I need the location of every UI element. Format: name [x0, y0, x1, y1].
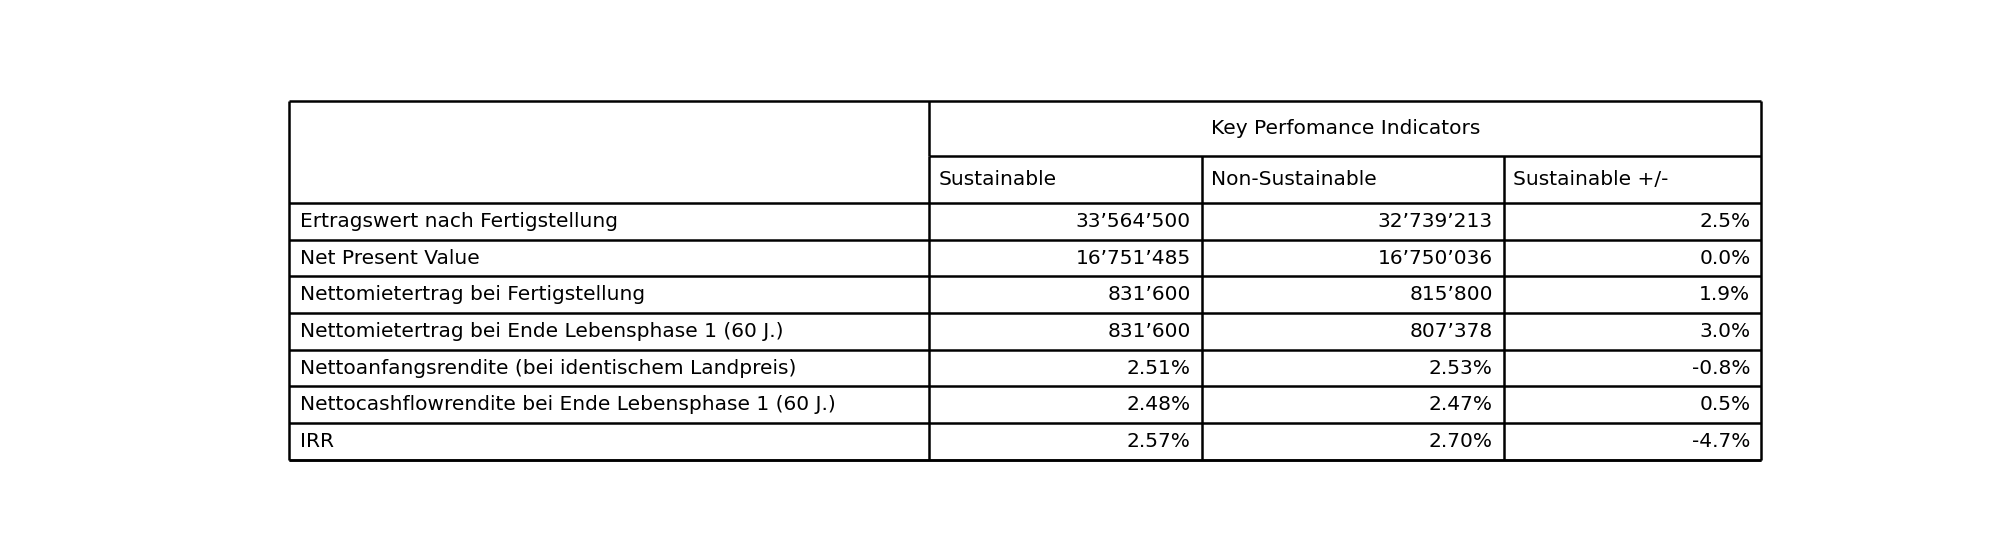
Text: 1.9%: 1.9% [1700, 285, 1750, 304]
Text: 815’800: 815’800 [1410, 285, 1492, 304]
Text: 0.5%: 0.5% [1700, 395, 1750, 414]
Text: 33’564’500: 33’564’500 [1076, 212, 1190, 231]
Text: 2.53%: 2.53% [1428, 359, 1492, 377]
Text: 2.51%: 2.51% [1126, 359, 1190, 377]
Text: 2.5%: 2.5% [1700, 212, 1750, 231]
Text: 831’600: 831’600 [1108, 285, 1190, 304]
Text: Non-Sustainable: Non-Sustainable [1212, 170, 1376, 189]
Text: Nettomietertrag bei Fertigstellung: Nettomietertrag bei Fertigstellung [300, 285, 644, 304]
Text: 807’378: 807’378 [1410, 322, 1492, 341]
Text: 0.0%: 0.0% [1700, 249, 1750, 268]
Text: 2.57%: 2.57% [1126, 432, 1190, 451]
Text: 3.0%: 3.0% [1700, 322, 1750, 341]
Text: 32’739’213: 32’739’213 [1378, 212, 1492, 231]
Text: 2.47%: 2.47% [1428, 395, 1492, 414]
Text: Nettoanfangsrendite (bei identischem Landpreis): Nettoanfangsrendite (bei identischem Lan… [300, 359, 796, 377]
Text: Sustainable +/-: Sustainable +/- [1512, 170, 1668, 189]
Text: IRR: IRR [300, 432, 334, 451]
Text: 2.70%: 2.70% [1428, 432, 1492, 451]
Text: 2.48%: 2.48% [1126, 395, 1190, 414]
Text: 16’750’036: 16’750’036 [1378, 249, 1492, 268]
Text: 16’751’485: 16’751’485 [1076, 249, 1190, 268]
Text: Sustainable: Sustainable [938, 170, 1056, 189]
Text: Nettomietertrag bei Ende Lebensphase 1 (60 J.): Nettomietertrag bei Ende Lebensphase 1 (… [300, 322, 784, 341]
Text: -4.7%: -4.7% [1692, 432, 1750, 451]
Text: Ertragswert nach Fertigstellung: Ertragswert nach Fertigstellung [300, 212, 618, 231]
Text: Key Perfomance Indicators: Key Perfomance Indicators [1210, 119, 1480, 138]
Text: -0.8%: -0.8% [1692, 359, 1750, 377]
Text: Nettocashflowrendite bei Ende Lebensphase 1 (60 J.): Nettocashflowrendite bei Ende Lebensphas… [300, 395, 836, 414]
Text: Net Present Value: Net Present Value [300, 249, 480, 268]
Text: 831’600: 831’600 [1108, 322, 1190, 341]
